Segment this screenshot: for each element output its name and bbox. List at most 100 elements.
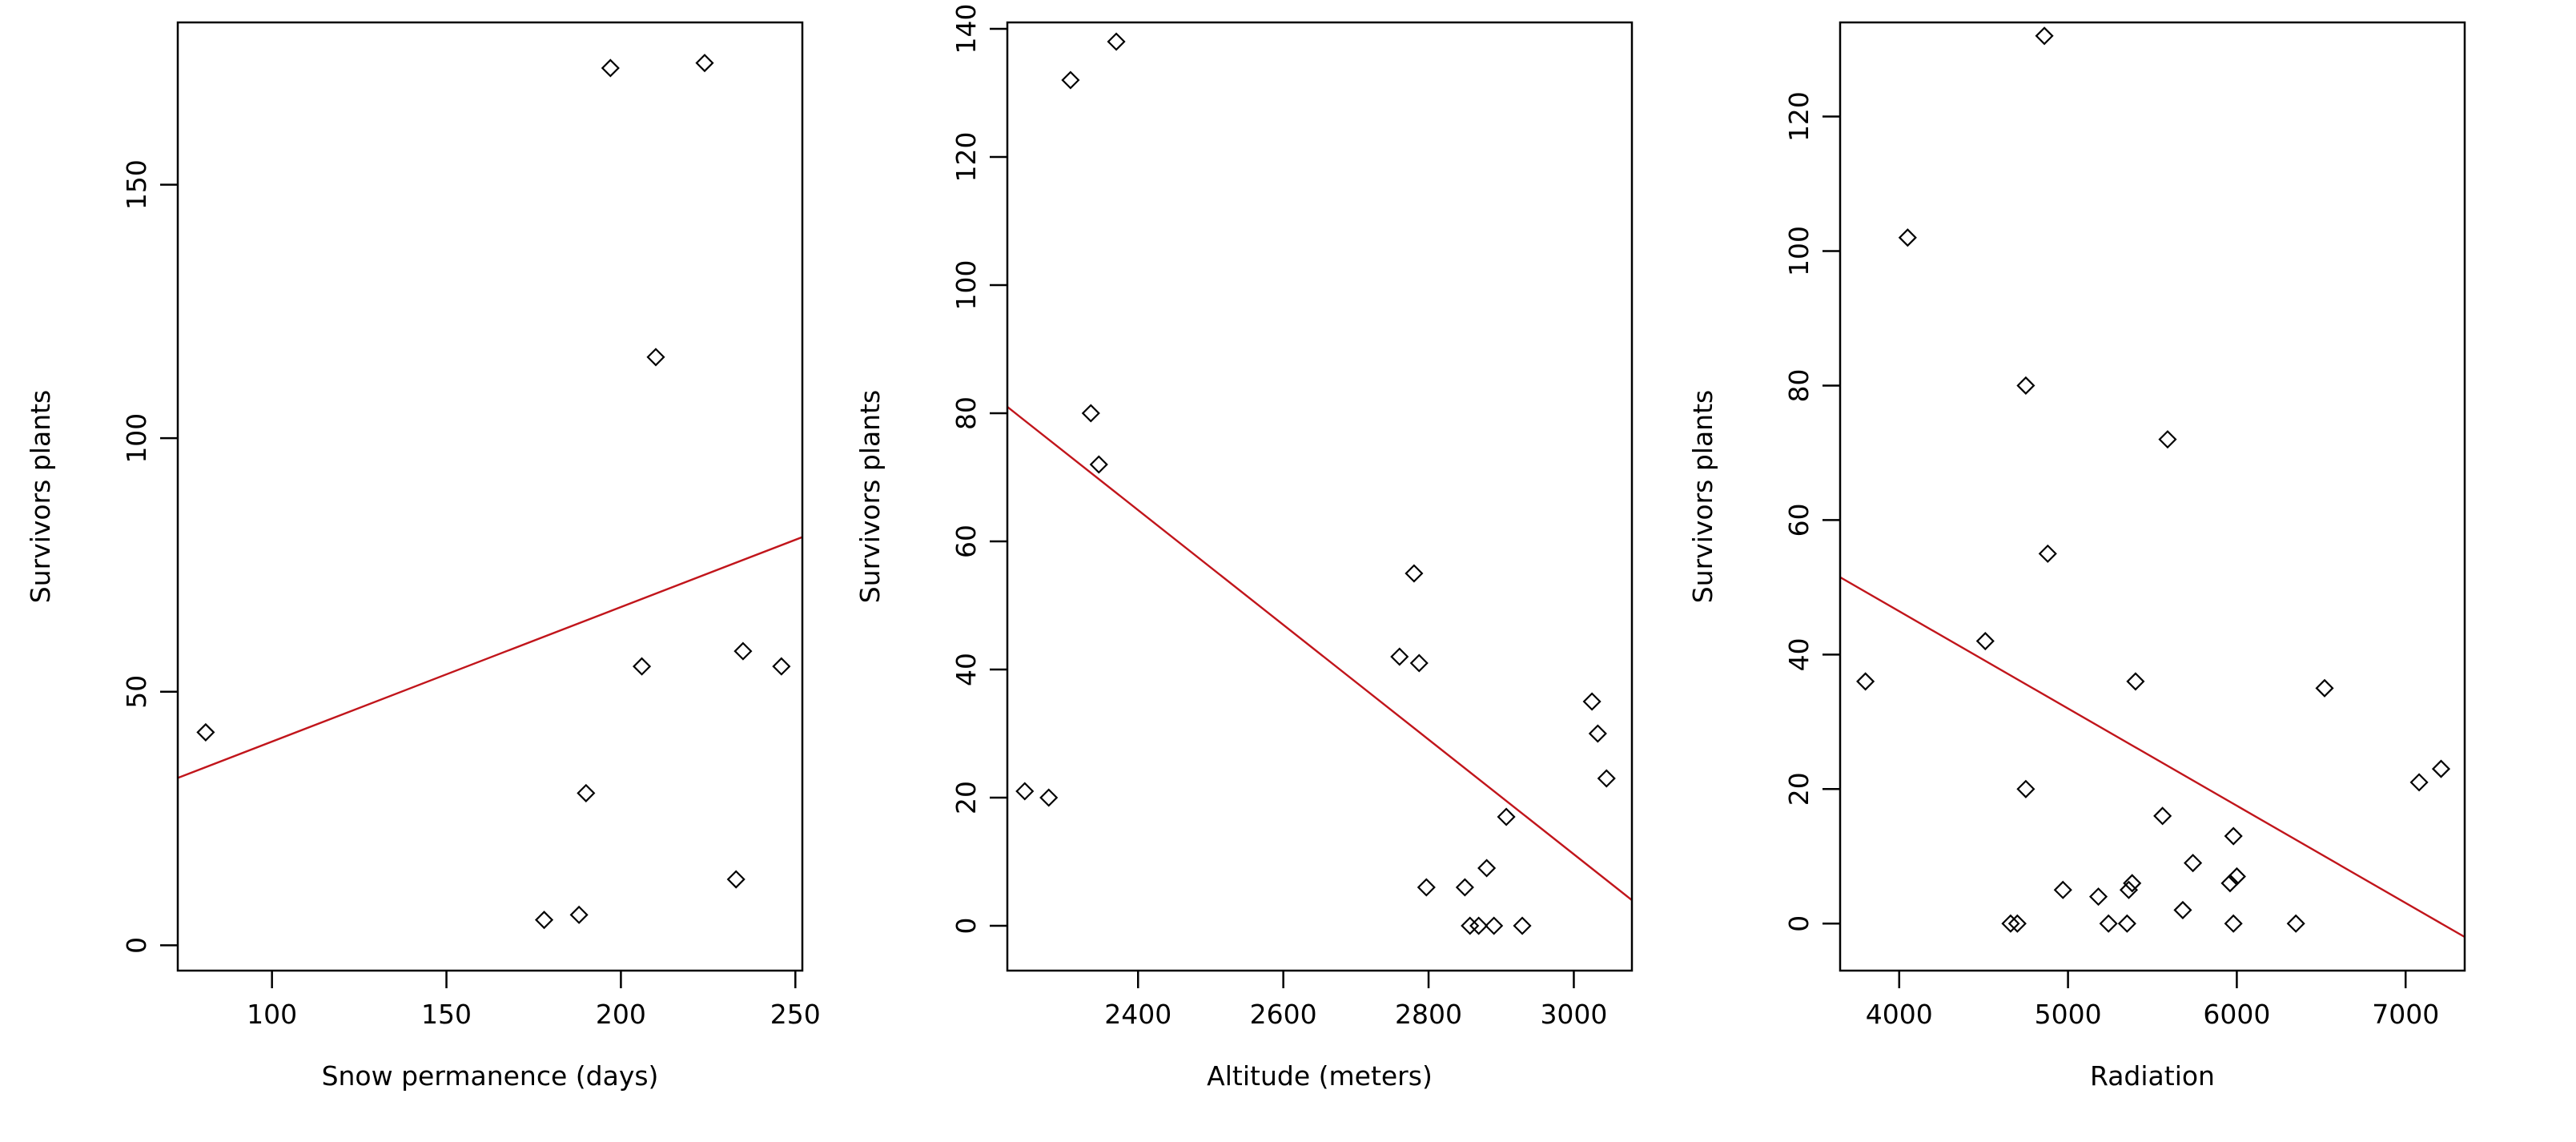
- data-point: [1856, 672, 1875, 691]
- data-point: [2016, 376, 2035, 396]
- data-point: [1469, 916, 1489, 935]
- data-point: [569, 905, 589, 924]
- data-point: [2099, 914, 2118, 933]
- data-point: [1497, 807, 1516, 826]
- data-point: [695, 54, 714, 73]
- x-tick-label: 2600: [1250, 999, 1317, 1030]
- data-point: [2053, 880, 2072, 899]
- data-point: [733, 641, 753, 661]
- data-point: [1107, 32, 1126, 51]
- y-tick-label: 40: [1783, 637, 1814, 671]
- data-point: [1975, 631, 1995, 651]
- data-point: [646, 348, 665, 367]
- regression-line: [178, 536, 802, 779]
- x-tick-label: 4000: [1866, 999, 1933, 1030]
- y-axis-label: Survivors plants: [25, 390, 56, 603]
- data-point: [1409, 653, 1429, 673]
- data-point: [2007, 914, 2027, 933]
- regression-line: [1007, 406, 1632, 901]
- data-point: [2001, 914, 2020, 933]
- y-tick-label: 80: [950, 396, 982, 430]
- data-point: [2220, 874, 2240, 893]
- x-axis-label: Altitude (meters): [1207, 1060, 1433, 1092]
- y-tick-label: 0: [121, 937, 152, 954]
- data-point: [1405, 564, 1424, 583]
- data-point: [2035, 26, 2054, 46]
- data-point: [1477, 859, 1497, 878]
- data-point: [1015, 782, 1035, 801]
- data-point: [601, 58, 620, 78]
- y-tick-label: 150: [121, 159, 152, 210]
- data-point: [2117, 914, 2136, 933]
- y-tick-label: 100: [950, 260, 982, 311]
- x-tick-label: 5000: [2035, 999, 2102, 1030]
- y-tick-label: 60: [950, 525, 982, 558]
- data-point: [726, 870, 745, 889]
- x-tick-label: 3000: [1540, 999, 1607, 1030]
- x-tick-label: 150: [421, 999, 472, 1030]
- data-point: [577, 783, 596, 802]
- plot-frame: [176, 21, 804, 972]
- data-point: [1461, 916, 1480, 935]
- data-point: [2016, 779, 2035, 798]
- y-tick-label: 20: [950, 781, 982, 814]
- data-point: [1513, 916, 1532, 935]
- data-point: [196, 722, 215, 742]
- data-point: [2409, 773, 2429, 792]
- data-point: [2173, 900, 2192, 919]
- data-point: [2119, 880, 2139, 899]
- data-point: [2088, 887, 2108, 907]
- data-point: [2315, 678, 2334, 698]
- panel-altitude: 2400 2600 2800 3000 0 20 40 60 80 100 120 140 Altitu…: [854, 4, 1634, 1092]
- data-point: [1039, 788, 1059, 807]
- y-tick-label: 0: [950, 918, 982, 935]
- data-point: [1061, 70, 1080, 90]
- y-tick-label: 20: [1783, 772, 1814, 806]
- x-tick-label: 100: [247, 999, 297, 1030]
- x-tick-label: 7000: [2372, 999, 2439, 1030]
- y-tick-label: 80: [1783, 368, 1814, 402]
- regression-line: [1840, 576, 2465, 939]
- data-point: [1081, 404, 1100, 423]
- data-point: [1485, 916, 1504, 935]
- x-axis-label: Snow permanence (days): [322, 1060, 659, 1092]
- data-point: [1390, 647, 1409, 666]
- y-tick-label: 140: [950, 4, 982, 54]
- data-point: [1455, 878, 1474, 897]
- x-tick-label: 6000: [2203, 999, 2270, 1030]
- y-tick-label: 120: [950, 132, 982, 183]
- data-point: [772, 657, 791, 676]
- y-tick-label: 100: [1783, 226, 1814, 276]
- data-point: [1588, 724, 1607, 743]
- panel-radiation: 4000 5000 6000 7000 0 20 40 60 80 100 120 Radiation…: [1687, 21, 2466, 1092]
- data-point: [1597, 769, 1616, 788]
- panel-snow-permanence: 100 150 200 250 0 50 100 150 Snow permanence (da…: [25, 21, 821, 1092]
- data-point: [2158, 430, 2177, 449]
- y-tick-label: 60: [1783, 503, 1814, 537]
- data-point: [1582, 692, 1601, 711]
- data-point: [632, 657, 652, 676]
- x-tick-label: 200: [596, 999, 646, 1030]
- y-tick-label: 0: [1783, 915, 1814, 932]
- data-point: [2126, 672, 2145, 691]
- data-point: [1089, 455, 1108, 474]
- x-axis-label: Radiation: [2090, 1060, 2215, 1092]
- data-point: [2224, 826, 2243, 846]
- y-tick-label: 100: [121, 413, 152, 464]
- y-tick-label: 120: [1783, 91, 1814, 142]
- data-point: [2431, 759, 2451, 778]
- y-tick-label: 50: [121, 675, 152, 709]
- data-point: [2286, 914, 2305, 933]
- y-tick-label: 40: [950, 653, 982, 686]
- data-point: [534, 911, 554, 930]
- y-axis-label: Survivors plants: [854, 390, 886, 603]
- y-axis-label: Survivors plants: [1687, 390, 1718, 603]
- data-point: [2153, 806, 2172, 826]
- data-point: [2038, 544, 2057, 563]
- data-point: [2184, 854, 2203, 873]
- data-point: [2227, 867, 2246, 886]
- x-tick-label: 2800: [1395, 999, 1462, 1030]
- data-point: [1417, 878, 1436, 897]
- plot-frame: [1839, 21, 2466, 972]
